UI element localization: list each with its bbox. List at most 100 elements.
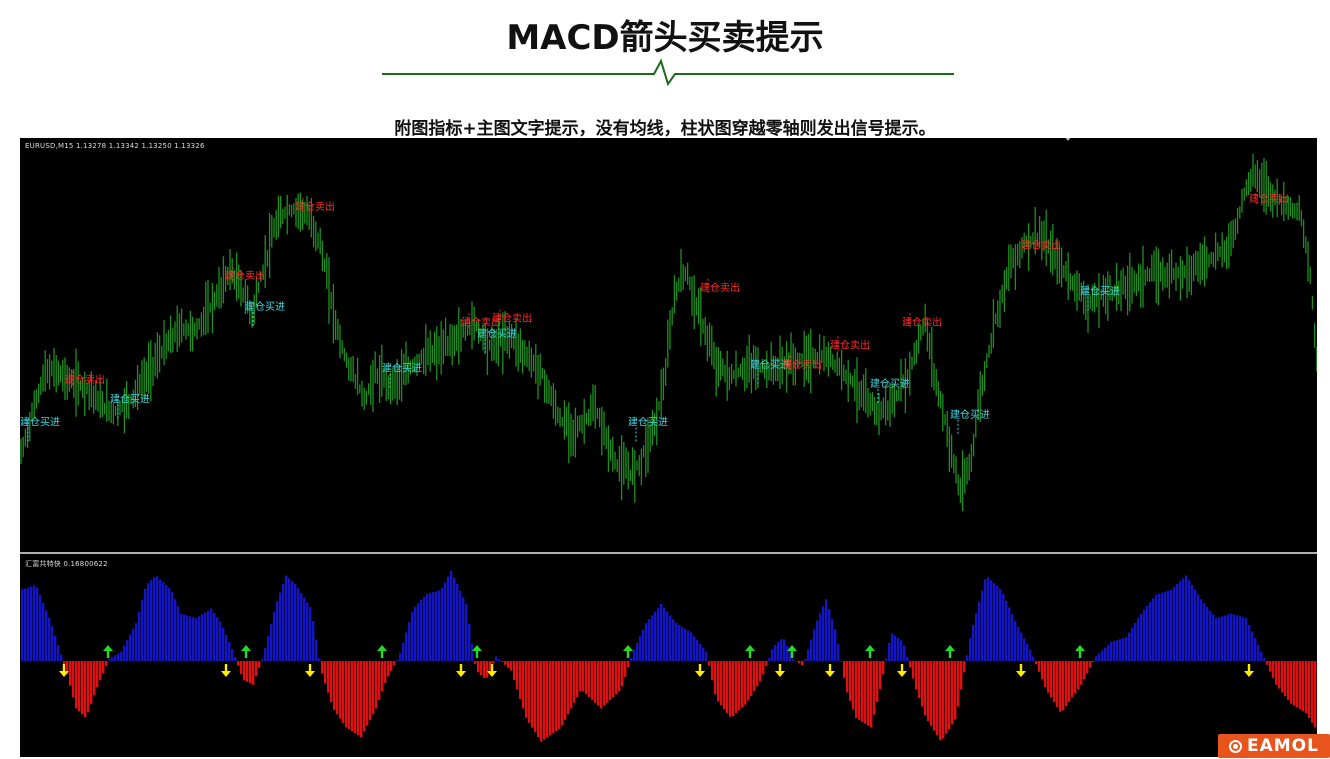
histogram-bar (1053, 661, 1056, 703)
histogram-bar (519, 661, 522, 699)
buy-signal-label: 建仓买进 (1080, 285, 1120, 298)
down-arrow-icon (221, 664, 231, 677)
histogram-bar (783, 639, 786, 661)
histogram-bar (267, 636, 270, 661)
histogram-bar (1098, 653, 1101, 661)
histogram-bar (51, 626, 54, 661)
sell-signal-label: 建仓卖出 (492, 312, 532, 325)
histogram-bar (1104, 647, 1107, 661)
histogram-bar (318, 658, 321, 661)
histogram-bar (285, 575, 288, 661)
chart-shift-marker (1065, 138, 1071, 141)
histogram-bar (1044, 661, 1047, 687)
histogram-bar (276, 601, 279, 661)
histogram-bar (402, 642, 405, 661)
down-arrow-icon (825, 664, 835, 677)
buy-signal-label: 建仓买进 (382, 362, 422, 375)
histogram-bar (342, 661, 345, 724)
histogram-bar (669, 615, 672, 661)
histogram-bar (183, 614, 186, 661)
histogram-bar (438, 590, 441, 661)
histogram-bar (882, 661, 885, 675)
histogram-bar (1179, 581, 1182, 661)
histogram-bar (1173, 586, 1176, 661)
histogram-bar (1005, 600, 1008, 661)
histogram-bar (321, 661, 324, 674)
histogram-bar (384, 661, 387, 683)
histogram-bar (552, 661, 555, 734)
histogram-bar (1218, 617, 1221, 661)
buy-signal-label: 建仓买进 (20, 416, 60, 429)
histogram-bar (471, 643, 474, 661)
macd-indicator-chart[interactable] (20, 138, 1317, 757)
histogram-bar (849, 661, 852, 701)
histogram-bar (702, 647, 705, 661)
histogram-bar (270, 624, 273, 661)
histogram-bar (366, 661, 369, 726)
histogram-bar (474, 661, 477, 664)
histogram-bar (687, 630, 690, 661)
histogram-bar (720, 661, 723, 706)
histogram-bar (1083, 661, 1086, 680)
histogram-bar (897, 638, 900, 661)
histogram-bar (696, 640, 699, 661)
histogram-bar (1152, 598, 1155, 661)
histogram-bar (1137, 618, 1140, 661)
histogram-bar (1260, 651, 1263, 661)
histogram-bar (450, 570, 453, 661)
histogram-bar (1014, 620, 1017, 661)
histogram-bar (1305, 661, 1308, 714)
histogram-bar (855, 661, 858, 718)
histogram-bar (831, 619, 834, 661)
histogram-bar (513, 661, 516, 680)
histogram-bar (1284, 661, 1287, 697)
price-chart[interactable]: 建仓买进建仓卖出建仓买进建仓卖出建仓买进建仓卖出建仓买进建仓卖出建仓买进建仓卖出… (20, 138, 1317, 552)
histogram-bar (756, 661, 759, 687)
histogram-bar (210, 608, 213, 661)
histogram-bar (237, 661, 240, 666)
histogram-bar (633, 649, 636, 661)
histogram-bar (180, 613, 183, 661)
histogram-bar (909, 661, 912, 668)
mt4-chart-window[interactable]: 建仓买进 建仓卖出 建仓买进 建仓卖出 建仓买进 建仓卖出 建仓买进 建仓卖出 建仓买进 建仓卖出… (20, 138, 1317, 757)
histogram-bar (525, 661, 528, 718)
histogram-bar (741, 661, 744, 708)
histogram-bar (975, 613, 978, 661)
histogram-bar (228, 642, 231, 661)
histogram-bar (1089, 661, 1092, 668)
up-arrow-icon (745, 645, 755, 658)
histogram-bar (252, 661, 255, 685)
histogram-bar (390, 661, 393, 671)
histogram-bar (726, 661, 729, 713)
histogram-bar (225, 634, 228, 661)
histogram-bar (828, 609, 831, 661)
histogram-bar (312, 621, 315, 661)
histogram-bar (1269, 661, 1272, 672)
histogram-bar (144, 588, 147, 661)
histogram-bar (279, 592, 282, 661)
histogram-bar (945, 661, 948, 734)
buy-signal-label: 建仓买进 (477, 327, 517, 340)
up-arrow-icon (472, 645, 482, 658)
histogram-bar (165, 585, 168, 661)
histogram-bar (414, 606, 417, 661)
histogram-bar (357, 661, 360, 736)
sell-signal-label: 建仓卖出 (902, 315, 942, 328)
histogram-bar (498, 659, 501, 661)
sell-signal-label: 建仓卖出 (782, 358, 822, 371)
histogram-bar (300, 592, 303, 661)
histogram-bar (246, 661, 249, 682)
histogram-bar (1011, 614, 1014, 661)
histogram-bar (1245, 618, 1248, 661)
heartbeat-divider (382, 58, 954, 86)
histogram-bar (804, 659, 807, 661)
histogram-bar (1293, 661, 1296, 706)
pane-divider[interactable] (20, 552, 1317, 554)
histogram-bar (1086, 661, 1089, 674)
histogram-bar (315, 639, 318, 661)
histogram-bar (1146, 605, 1149, 661)
eamol-logo: EAMOL (1218, 734, 1330, 758)
histogram-bar (1131, 627, 1134, 661)
histogram-bar (810, 639, 813, 661)
sell-signal-label: 建仓卖出 (461, 315, 501, 328)
